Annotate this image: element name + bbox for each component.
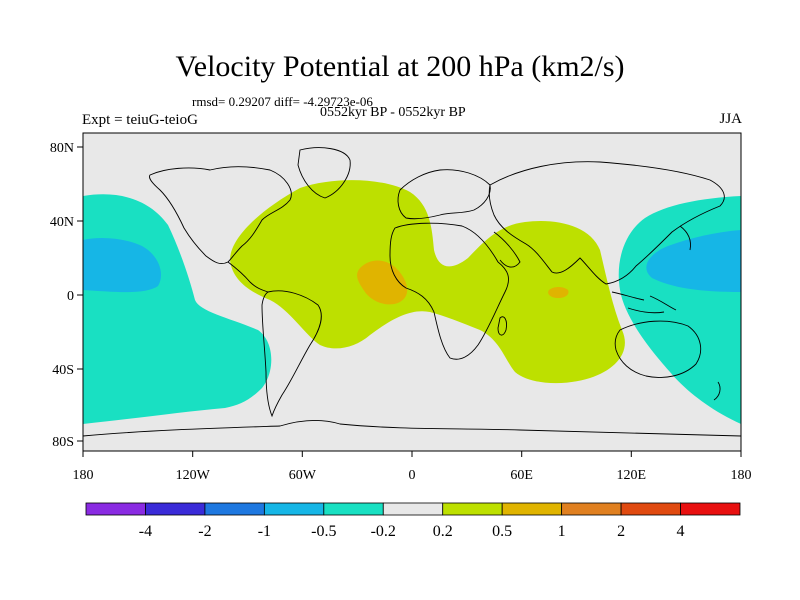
coast-north-america [149,166,292,265]
coast-europe [397,169,491,220]
colorbar-swatch [442,502,503,516]
colorbar-label: 2 [617,523,625,540]
colorbar-swatch [145,502,206,516]
coast-maritime-continent [611,291,677,314]
colorbar-label: -1 [258,523,271,540]
lat-tick-40n: 40N [50,215,74,230]
coast-central-america [227,261,269,293]
colorbar-swatch [204,502,265,516]
coast-madagascar [497,316,507,336]
colorbar-swatch [263,502,325,516]
colorbar-swatch [382,502,444,516]
neg-region-east-pacific-core [646,230,741,292]
lat-tick-40s: 40S [52,363,74,378]
neg-region-west-pacific-core [83,238,162,293]
colorbar-label: 4 [677,523,685,540]
coast-south-america [261,290,322,418]
colorbar-swatch [85,502,146,516]
colorbar-label: -0.2 [371,523,396,540]
season-label: JJA [719,111,742,127]
lat-tick-0: 0 [67,289,74,304]
colorbar-label: 1 [558,523,566,540]
colorbar-label: -4 [139,523,152,540]
coast-antarctica [83,419,741,437]
period-label: 0552kyr BP - 0552kyr BP [320,105,466,120]
colorbar-label: -2 [198,523,211,540]
experiment-label: Expt = teiuG-teioG [82,112,198,128]
map-title: Velocity Potential at 200 hPa (km2/s) [175,50,625,83]
lon-tick-60w: 60W [289,468,317,483]
coast-japan [679,225,691,251]
colorbar-label: -0.5 [311,523,336,540]
lon-tick-180w: 180 [73,468,94,483]
lat-axis: 80N 40N 0 40S 80S [50,141,83,450]
coast-new-zealand [713,381,721,401]
colorbar-swatch [561,502,622,516]
coast-arabia [493,231,521,268]
colorbar-swatch [620,502,681,516]
lon-tick-120e: 120E [617,468,647,483]
colorbar-label: 0.5 [492,523,512,540]
coast-australia [614,320,702,378]
lat-tick-80n: 80N [50,141,74,156]
colorbar-swatch [323,502,384,516]
coast-greenland [297,147,351,199]
colorbar-label: 0.2 [433,523,453,540]
pos-region-indian-core [548,287,569,298]
colorbar-swatch [680,502,741,516]
lat-tick-80s: 80S [52,435,74,450]
lon-tick-60e: 60E [510,468,533,483]
coast-africa [389,222,509,360]
lon-tick-0: 0 [409,468,416,483]
lon-tick-180e: 180 [731,468,752,483]
lon-tick-120w: 120W [176,468,211,483]
rmsd-diff-label: rmsd= 0.29207 diff= -4.29723e-06 [192,94,373,109]
colorbar-swatch [501,502,563,516]
coastlines [83,147,741,437]
pos-region-atlantic-africa [230,180,625,384]
coast-asia [488,161,725,285]
lon-axis: 180 120W 60W 0 60E 120E 180 [73,451,752,483]
pos-region-gulf-guinea-core [357,260,408,305]
colorbar: -4 -2 -1 -0.5 -0.2 0.2 0.5 1 2 4 [85,502,741,540]
